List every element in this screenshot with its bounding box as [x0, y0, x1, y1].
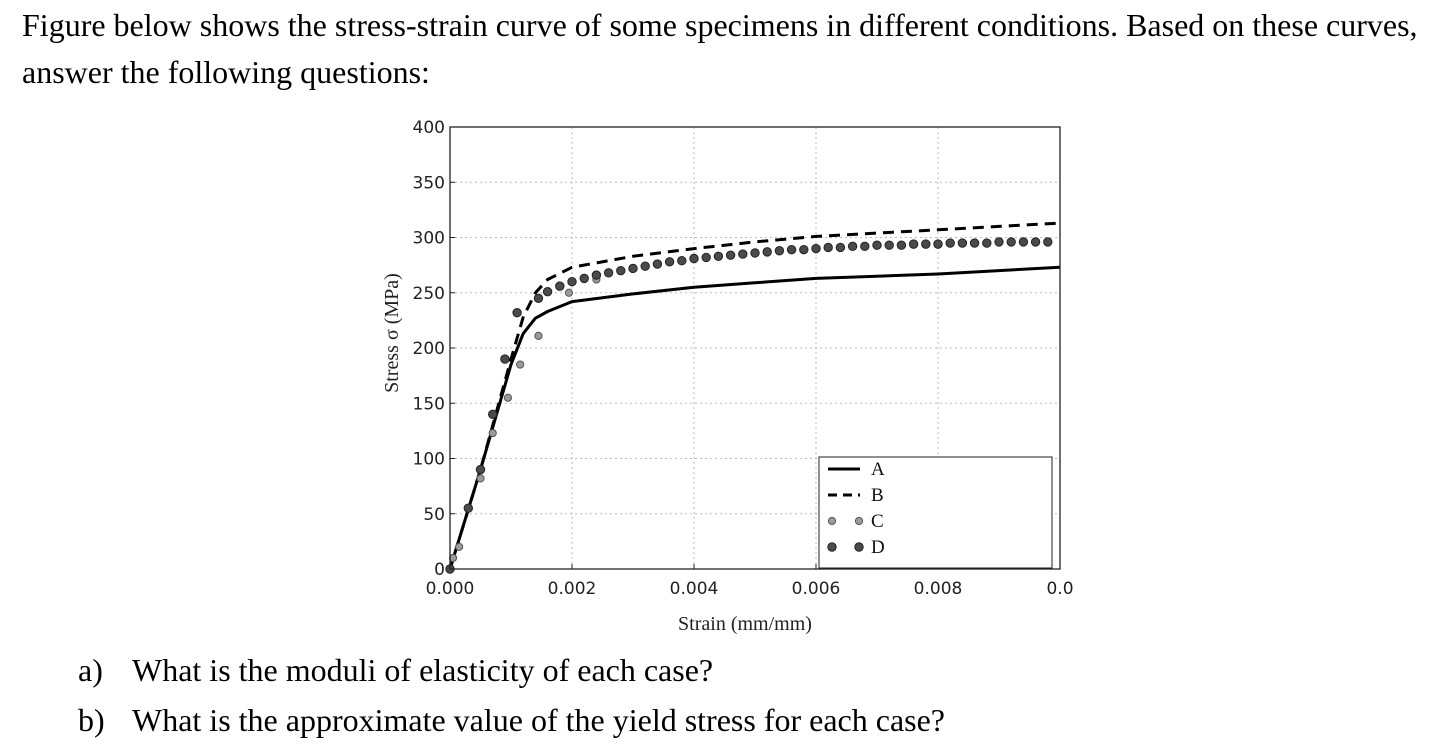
question-b-label: b)	[78, 702, 105, 738]
series-d-point	[591, 270, 602, 280]
series-d-point	[567, 277, 577, 287]
x-tick-label: 0.0	[1046, 579, 1073, 599]
question-b: b) What is the approximate value of the y…	[78, 695, 945, 745]
series-d-point	[896, 240, 907, 250]
series-c-point	[488, 428, 497, 438]
series-d-point	[1018, 237, 1029, 247]
series-c-point	[476, 474, 485, 483]
legend-entry-c-label: C	[871, 511, 884, 532]
legend-box	[818, 456, 1053, 569]
series-d-point	[945, 238, 955, 248]
series-d-point	[603, 268, 614, 278]
series-d-point	[542, 286, 553, 297]
series-c-point	[564, 288, 574, 297]
series-d-point	[823, 242, 833, 253]
series-d-point	[1043, 237, 1053, 247]
series-d-point	[969, 238, 980, 248]
series-d-point	[488, 409, 498, 419]
question-b-text: What is the approximate value of the yie…	[132, 702, 945, 738]
series-d-point	[664, 257, 675, 267]
series-c-point	[503, 393, 513, 402]
y-tick-label: 0	[434, 560, 445, 580]
series-d-point	[725, 250, 736, 260]
series-d-point	[1030, 237, 1041, 247]
series-d-point	[957, 238, 968, 248]
series-d-point	[908, 239, 919, 249]
series-d-point	[847, 241, 858, 252]
legend-entry-c-swatch	[827, 516, 837, 526]
series-d-point	[616, 265, 626, 276]
series-d-point	[811, 243, 821, 254]
series-d-point	[652, 259, 663, 269]
x-tick-label: 0.002	[548, 579, 597, 599]
series-c-point	[455, 542, 464, 551]
y-tick-label: 350	[413, 173, 445, 193]
series-d-point	[872, 240, 882, 250]
question-list: a) What is the moduli of elasticity of ea…	[78, 645, 945, 745]
series-d-point	[933, 239, 943, 249]
series-d-point	[677, 256, 687, 266]
series-b-line	[448, 221, 1061, 570]
series-d-point	[994, 237, 1004, 247]
legend-entry-c-swatch	[854, 516, 864, 526]
series-d-point	[500, 354, 510, 364]
grid-layer	[450, 127, 1060, 569]
legend-entry-d-swatch	[827, 542, 837, 552]
series-d-point	[762, 247, 772, 257]
series-a-line	[448, 265, 1061, 570]
series-d-point	[786, 244, 797, 255]
series-d-point	[689, 253, 699, 264]
y-tick-label: 50	[423, 505, 445, 525]
series-d-point	[701, 252, 711, 263]
series-d-point	[774, 246, 785, 256]
x-axis-label: Strain (mm/mm)	[678, 613, 812, 635]
series-d-point	[921, 239, 931, 249]
x-tick-label: 0.004	[670, 579, 719, 599]
x-tick-label: 0.008	[914, 579, 963, 599]
stress-strain-chart: 0 50 100 150 200 250 300 350 400 0.000 0.002 0.004 0…	[360, 108, 1080, 643]
y-tick-label: 400	[413, 118, 445, 138]
series-d-point	[555, 281, 565, 291]
y-tick-label: 300	[413, 229, 445, 249]
series-d-point	[475, 464, 486, 475]
series-d-point	[860, 241, 870, 252]
tick-layer: 0 50 100 150 200 250 300 350 400 0.000 0.002 0.004 0…	[413, 118, 1074, 599]
series-d-point	[750, 248, 760, 258]
y-tick-label: 200	[413, 339, 445, 359]
series-d-point	[579, 273, 589, 284]
series-d-point	[982, 238, 992, 248]
series-d-point	[463, 503, 474, 513]
series-c-point	[534, 331, 543, 340]
series-d-point	[1006, 237, 1016, 247]
series-d-point	[512, 307, 522, 318]
series-d-point	[738, 249, 748, 259]
series-d-point	[835, 242, 846, 253]
question-a: a) What is the moduli of elasticity of ea…	[78, 645, 945, 695]
legend-entry-b-label: B	[871, 485, 884, 506]
y-tick-label: 250	[413, 284, 445, 304]
legend-entry-d-label: D	[871, 537, 885, 558]
question-a-label: a)	[78, 652, 103, 688]
legend-entry-d-swatch	[854, 542, 864, 552]
y-tick-label: 150	[413, 394, 445, 414]
series-d-point	[628, 263, 638, 274]
series-layer	[445, 221, 1061, 574]
x-tick-label: 0.006	[792, 579, 841, 599]
series-d-point	[884, 240, 894, 250]
series-d-point	[799, 244, 809, 255]
question-a-text: What is the moduli of elasticity of each…	[132, 652, 714, 688]
y-axis-label: Stress σ (MPa)	[381, 273, 403, 393]
chart-svg: 0 50 100 150 200 250 300 350 400 0.000 0.002 0.004 0…	[381, 118, 1074, 635]
series-d-point	[640, 261, 650, 271]
y-tick-label: 100	[413, 450, 445, 470]
legend-entry-a-label: A	[871, 459, 885, 480]
series-d-point	[533, 293, 544, 303]
series-c-point	[516, 360, 525, 369]
problem-statement: Figure below shows the stress-strain cur…	[22, 7, 1418, 90]
x-tick-label: 0.000	[426, 579, 475, 599]
series-d-point	[713, 251, 724, 261]
